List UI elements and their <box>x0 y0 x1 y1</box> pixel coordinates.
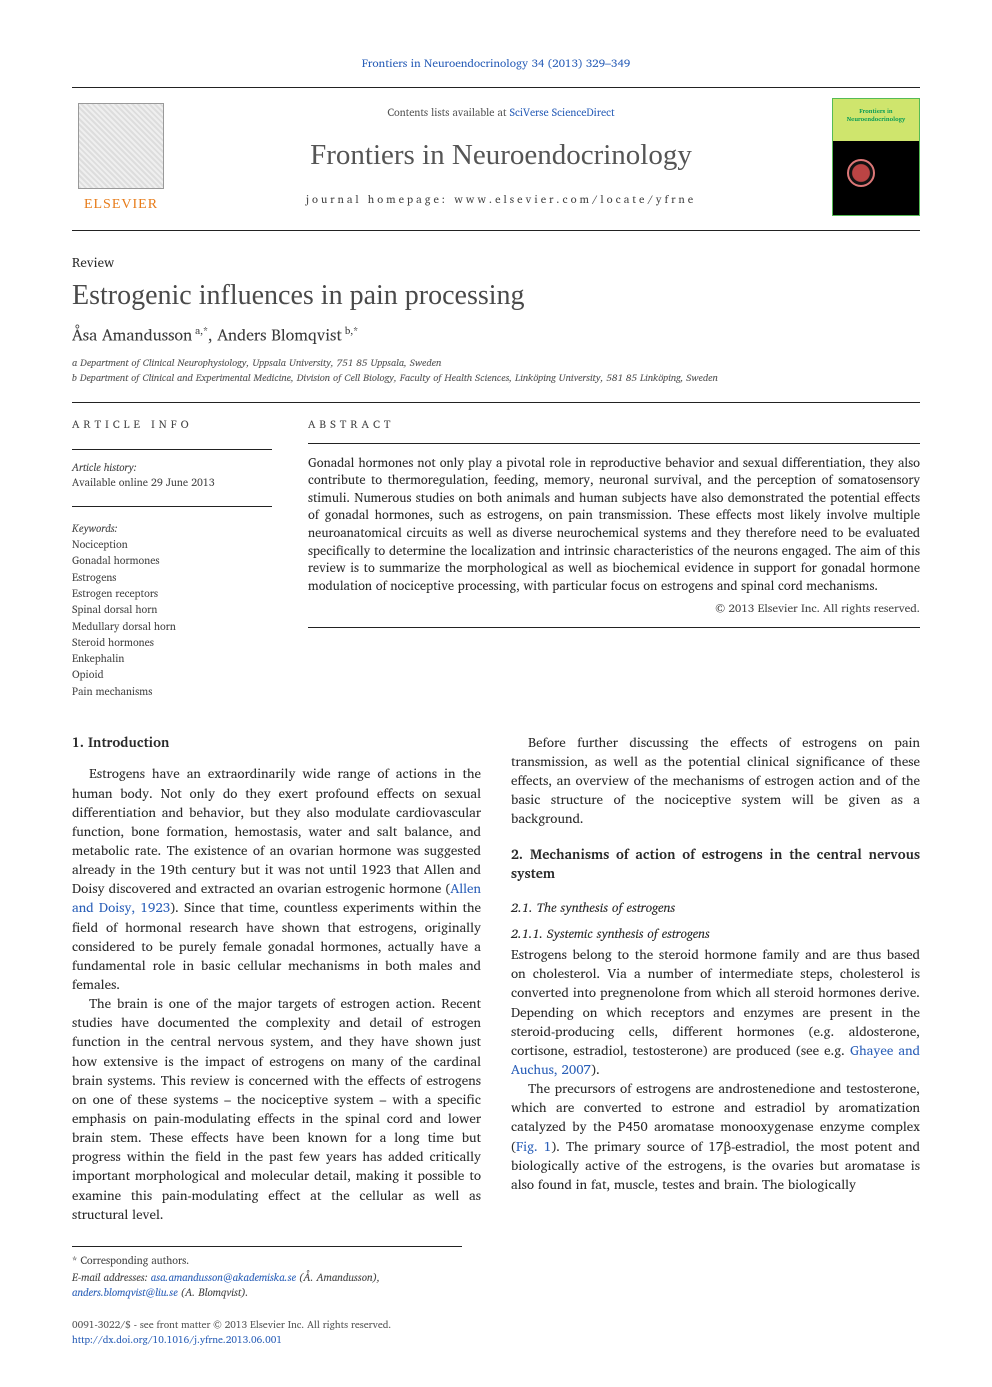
abstract-heading: ABSTRACT <box>308 417 920 433</box>
elsevier-tree-logo <box>78 103 164 189</box>
keyword-item: Pain mechanisms <box>72 683 272 699</box>
section-2-1-heading: 2.1. The synthesis of estrogens <box>511 898 920 917</box>
rule-abstract <box>308 443 920 444</box>
text-run: ). The primary source of 17β-estradiol, … <box>511 1135 920 1195</box>
rule-above-meta <box>72 402 920 403</box>
affiliation-b: b Department of Clinical and Experimenta… <box>72 371 920 386</box>
history-value: Available online 29 June 2013 <box>72 475 272 490</box>
abstract-copyright: © 2013 Elsevier Inc. All rights reserved… <box>308 601 920 618</box>
keyword-item: Spinal dorsal horn <box>72 601 272 617</box>
email-link[interactable]: anders.blomqvist@liu.se <box>72 1283 178 1301</box>
keywords-label: Keywords: <box>72 521 272 536</box>
keyword-item: Nociception <box>72 536 272 552</box>
keyword-item: Enkephalin <box>72 650 272 666</box>
homepage-url[interactable]: www.elsevier.com/locate/yfrne <box>454 190 696 208</box>
keyword-item: Medullary dorsal horn <box>72 618 272 634</box>
sciencedirect-link[interactable]: SciVerse ScienceDirect <box>509 103 614 121</box>
corresponding-label: * Corresponding authors. <box>72 1253 462 1268</box>
email-who: (A. Blomqvist). <box>178 1283 249 1301</box>
journal-cover-thumb: Frontiers in Neuroendocrinology <box>832 98 920 216</box>
citation-header: Frontiers in Neuroendocrinology 34 (2013… <box>72 56 920 73</box>
keyword-item: Estrogen receptors <box>72 585 272 601</box>
contents-prefix: Contents lists available at <box>387 103 509 121</box>
abstract-block: ABSTRACT Gonadal hormones not only play … <box>308 417 920 699</box>
homepage-label: journal homepage: <box>306 190 454 208</box>
journal-cover-label: Frontiers in Neuroendocrinology <box>839 107 913 124</box>
keyword-item: Opioid <box>72 666 272 682</box>
article-info-heading: ARTICLE INFO <box>72 417 272 433</box>
journal-name: Frontiers in Neuroendocrinology <box>188 134 814 176</box>
email-who: (Å. Amandusson), <box>296 1268 380 1286</box>
article-info-block: ARTICLE INFO Article history: Available … <box>72 417 272 699</box>
affiliation-a: a Department of Clinical Neurophysiology… <box>72 356 920 371</box>
elsevier-wordmark: ELSEVIER <box>84 195 158 215</box>
rule-abstract-bot <box>308 627 920 628</box>
article-meta-row: ARTICLE INFO Article history: Available … <box>72 417 920 699</box>
issn-line: 0091-3022/$ - see front matter © 2013 El… <box>72 1318 920 1333</box>
contents-line: Contents lists available at SciVerse Sci… <box>188 105 814 120</box>
body-paragraph: Estrogens belong to the steroid hormone … <box>511 945 920 1079</box>
citation-link[interactable]: Frontiers in Neuroendocrinology 34 (2013… <box>362 54 631 73</box>
corresponding-footer: * Corresponding authors. E-mail addresse… <box>72 1246 462 1301</box>
body-paragraph: Estrogens have an extraordinarily wide r… <box>72 764 481 994</box>
journal-header-block: ELSEVIER Contents lists available at Sci… <box>72 87 920 231</box>
body-paragraph: Before further discussing the effects of… <box>511 733 920 829</box>
rule-info <box>72 449 272 450</box>
section-1-heading: 1. Introduction <box>72 733 481 753</box>
body-paragraph: The precursors of estrogens are androste… <box>511 1079 920 1194</box>
article-title: Estrogenic influences in pain processing <box>72 276 920 317</box>
keywords-list: NociceptionGonadal hormonesEstrogensEstr… <box>72 536 272 699</box>
doi-link[interactable]: http://dx.doi.org/10.1016/j.yfrne.2013.0… <box>72 1332 282 1348</box>
abstract-text: Gonadal hormones not only play a pivotal… <box>308 454 920 595</box>
keyword-item: Estrogens <box>72 569 272 585</box>
article-body: 1. Introduction Estrogens have an extrao… <box>72 733 920 1224</box>
keyword-item: Gonadal hormones <box>72 552 272 568</box>
article-type-label: Review <box>72 253 920 272</box>
keyword-item: Steroid hormones <box>72 634 272 650</box>
text-run: Estrogens have an extraordinarily wide r… <box>72 762 481 899</box>
rule-info-2 <box>72 506 272 507</box>
section-2-1-1-heading: 2.1.1. Systemic synthesis of estrogens <box>511 925 920 944</box>
body-paragraph: The brain is one of the major targets of… <box>72 994 481 1224</box>
authors-line: Åsa Amandusson a,*, Anders Blomqvist b,* <box>72 324 920 348</box>
publisher-logo-block: ELSEVIER <box>72 98 170 216</box>
emails-line: E-mail addresses: asa.amandusson@akademi… <box>72 1270 462 1300</box>
journal-homepage-line: journal homepage: www.elsevier.com/locat… <box>188 192 814 208</box>
section-2-heading: 2. Mechanisms of action of estrogens in … <box>511 845 920 884</box>
journal-header-center: Contents lists available at SciVerse Sci… <box>188 98 814 216</box>
